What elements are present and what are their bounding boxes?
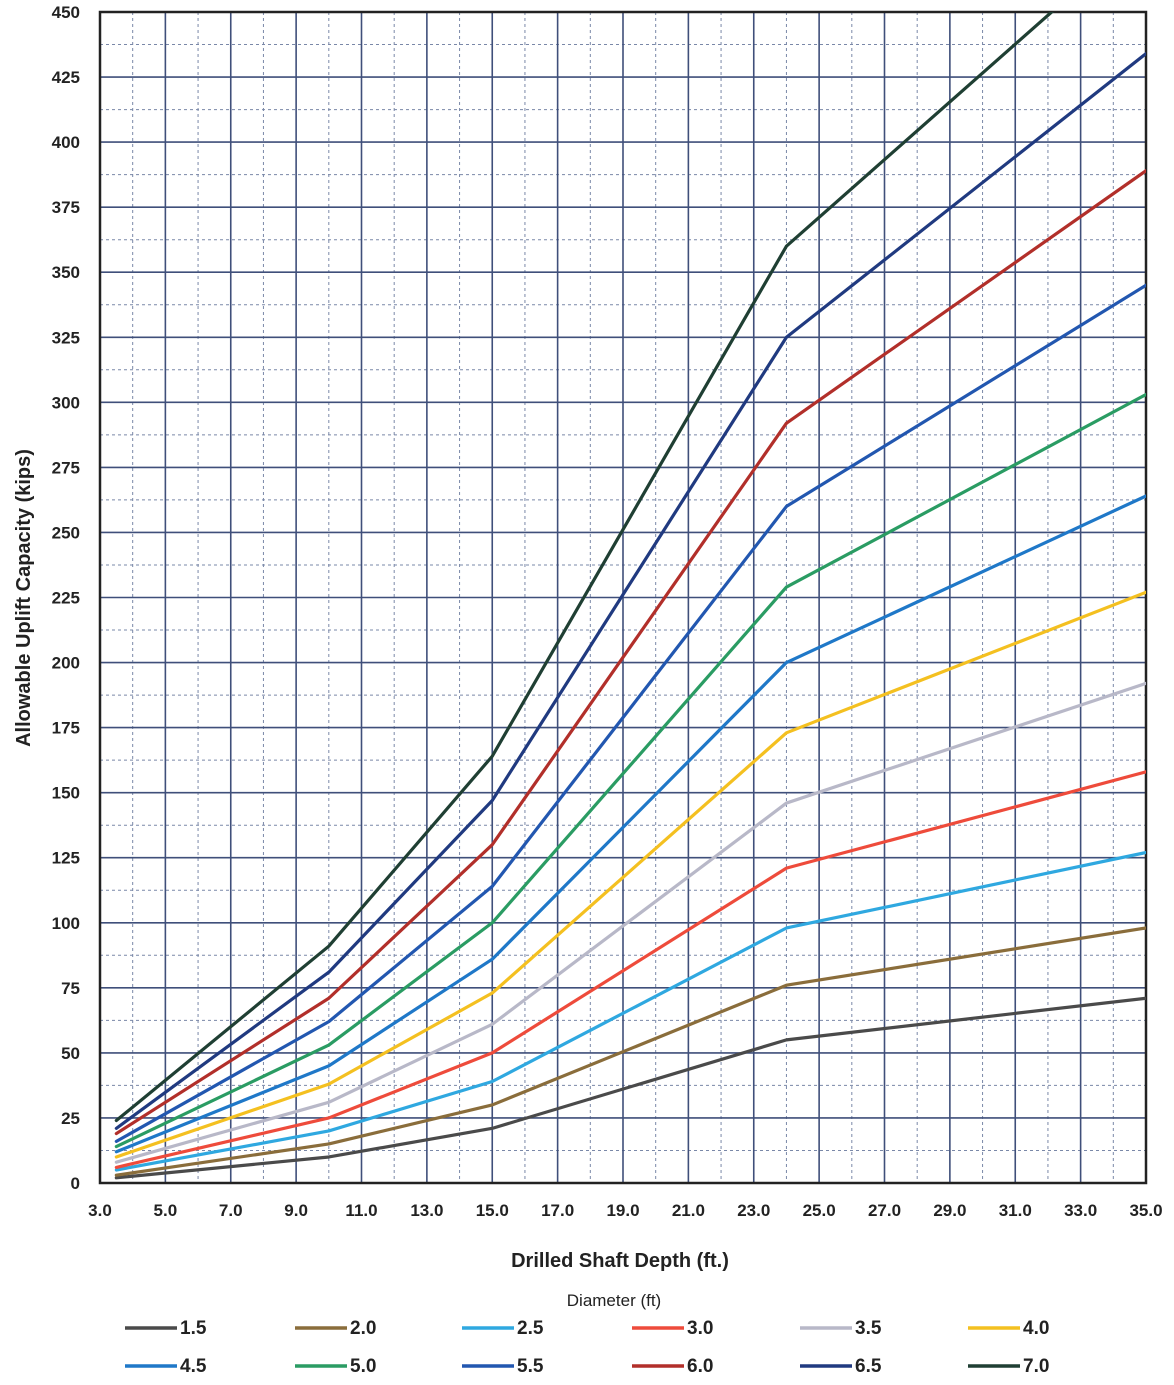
y-axis-title: Allowable Uplift Capacity (kips) (13, 449, 35, 747)
series-line-3-0 (114, 770, 1146, 1169)
y-tick-label: 50 (61, 1044, 80, 1063)
y-tick-label: 375 (52, 198, 80, 217)
y-tick-label: 275 (52, 458, 80, 477)
y-tick-label: 400 (52, 133, 80, 152)
legend-label: 3.0 (687, 1318, 713, 1339)
x-tick-label: 23.0 (737, 1201, 770, 1220)
x-tick-label: 17.0 (541, 1201, 574, 1220)
x-tick-label: 31.0 (999, 1201, 1032, 1220)
legend-item-2-0: 2.0 (295, 1318, 376, 1339)
series-line-7-0 (114, 12, 1055, 1123)
legend-item-6-0: 6.0 (632, 1356, 713, 1377)
y-tick-label: 225 (52, 589, 80, 608)
x-tick-label: 7.0 (219, 1201, 243, 1220)
x-tick-label: 25.0 (803, 1201, 836, 1220)
series-lines (114, 12, 1146, 1180)
y-tick-label: 200 (52, 654, 80, 673)
legend-item-5-5: 5.5 (462, 1356, 544, 1377)
y-tick-label: 125 (52, 849, 80, 868)
x-tick-label: 3.0 (88, 1201, 112, 1220)
x-tick-label: 27.0 (868, 1201, 901, 1220)
y-tick-label: 150 (52, 784, 80, 803)
y-tick-label: 350 (52, 263, 80, 282)
x-tick-label: 11.0 (345, 1201, 377, 1220)
x-tick-label: 29.0 (933, 1201, 966, 1220)
y-tick-label: 300 (52, 393, 80, 412)
legend-item-1-5: 1.5 (125, 1318, 207, 1339)
legend-label: 6.5 (855, 1356, 882, 1377)
x-tick-label: 21.0 (672, 1201, 705, 1220)
series-line-3-5 (114, 681, 1146, 1164)
x-tick-label: 15.0 (476, 1201, 509, 1220)
legend-label: 6.0 (687, 1356, 713, 1377)
y-tick-label: 0 (71, 1174, 80, 1193)
series-line-1-5 (114, 996, 1146, 1180)
legend-label: 4.0 (1023, 1318, 1049, 1339)
legend-label: 2.5 (517, 1318, 544, 1339)
series-line-4-5 (114, 494, 1146, 1154)
series-line-2-0 (114, 926, 1146, 1177)
series-line-6-0 (114, 169, 1146, 1136)
y-tick-label: 325 (52, 328, 80, 347)
y-tick-label: 100 (52, 914, 80, 933)
y-tick-label: 75 (61, 979, 80, 998)
y-tick-label: 25 (61, 1109, 80, 1128)
y-tick-label: 425 (52, 68, 80, 87)
y-tick-label: 250 (52, 523, 80, 542)
x-axis-title: Drilled Shaft Depth (ft.) (511, 1250, 729, 1272)
legend-item-4-0: 4.0 (968, 1318, 1049, 1339)
legend-label: 3.5 (855, 1318, 882, 1339)
legend-label: 4.5 (180, 1356, 207, 1377)
legend-item-4-5: 4.5 (125, 1356, 207, 1377)
legend-item-3-5: 3.5 (800, 1318, 882, 1339)
legend-title: Diameter (ft) (567, 1291, 661, 1310)
x-tick-label: 13.0 (410, 1201, 443, 1220)
plot-frame (98, 10, 1148, 1185)
legend-label: 7.0 (1023, 1356, 1049, 1377)
y-tick-label: 450 (52, 3, 80, 22)
legend-label: 5.5 (517, 1356, 544, 1377)
series-line-5-5 (114, 283, 1146, 1143)
series-line-6-5 (114, 52, 1146, 1130)
x-tick-label: 35.0 (1129, 1201, 1162, 1220)
legend-item-2-5: 2.5 (462, 1318, 544, 1339)
x-tick-label: 5.0 (154, 1201, 178, 1220)
series-line-5-0 (114, 392, 1146, 1149)
series-line-2-5 (114, 850, 1146, 1172)
x-tick-label: 19.0 (606, 1201, 639, 1220)
legend-label: 5.0 (350, 1356, 376, 1377)
legend: 1.5 2.0 2.5 3.0 3.5 4.0 4.5 5.0 5.5 6.0 6.5 7.0 (125, 1318, 1049, 1377)
legend-item-6-5: 6.5 (800, 1356, 882, 1377)
legend-label: 1.5 (180, 1318, 207, 1339)
legend-item-5-0: 5.0 (295, 1356, 376, 1377)
tick-labels: 3.0 5.0 7.0 9.0 11.0 13.0 15.0 17.0 19.0 21.0 23.0… (52, 3, 1163, 1220)
x-tick-label: 9.0 (284, 1201, 308, 1220)
series-line-4-0 (114, 590, 1146, 1159)
x-tick-label: 33.0 (1064, 1201, 1097, 1220)
axes (98, 10, 1148, 1185)
legend-item-3-0: 3.0 (632, 1318, 713, 1339)
legend-label: 2.0 (350, 1318, 376, 1339)
legend-item-7-0: 7.0 (968, 1356, 1049, 1377)
grid (99, 11, 1147, 1184)
y-tick-label: 175 (52, 719, 80, 738)
